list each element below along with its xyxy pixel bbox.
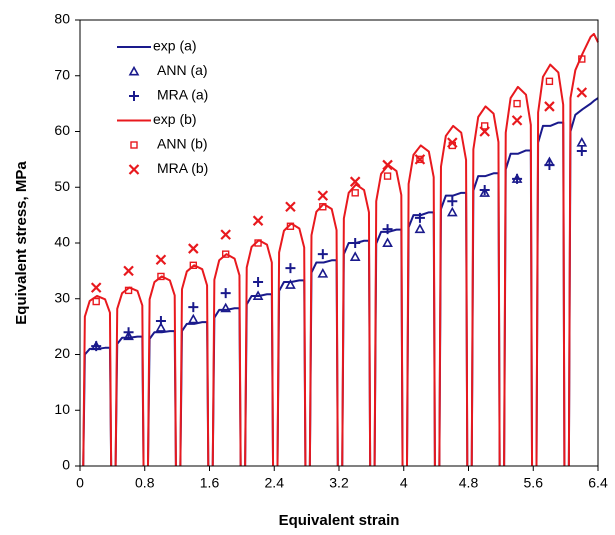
data-point xyxy=(188,243,199,254)
x-tick-label: 6.4 xyxy=(588,475,608,491)
data-point xyxy=(447,196,458,207)
data-point xyxy=(252,215,264,226)
data-point xyxy=(414,212,425,223)
data-point xyxy=(188,302,199,313)
y-tick-label: 70 xyxy=(54,66,70,82)
data-point xyxy=(479,126,490,137)
y-tick-label: 40 xyxy=(54,234,70,250)
y-tick-label: 60 xyxy=(54,122,70,138)
data-point xyxy=(511,115,523,126)
y-tick-label: 50 xyxy=(54,178,70,194)
data-point xyxy=(349,251,361,261)
data-point xyxy=(545,77,554,86)
plot-frame xyxy=(79,19,599,467)
legend-label: exp (a) xyxy=(153,38,197,54)
x-axis-label: Equivalent strain xyxy=(279,512,400,529)
data-point xyxy=(123,265,134,277)
data-point xyxy=(382,237,393,247)
data-point xyxy=(286,222,295,230)
x-tick-label: 1.6 xyxy=(200,475,220,491)
legend-label: MRA (b) xyxy=(157,160,208,176)
data-point xyxy=(576,87,588,98)
data-point xyxy=(479,185,490,196)
data-point xyxy=(350,238,361,248)
data-point xyxy=(285,201,296,213)
data-point xyxy=(319,203,327,211)
data-point xyxy=(123,327,134,338)
y-tick-label: 0 xyxy=(62,457,70,473)
data-point xyxy=(351,189,359,197)
x-tick-label: 5.6 xyxy=(524,475,544,491)
data-point xyxy=(349,176,361,187)
data-point xyxy=(252,290,264,300)
data-point xyxy=(317,190,329,201)
data-point xyxy=(155,322,167,332)
data-point xyxy=(155,254,167,266)
data-point xyxy=(544,159,555,170)
y-tick-label: 80 xyxy=(54,11,70,27)
x-tick-label: 3.2 xyxy=(329,475,349,491)
data-point xyxy=(447,137,458,148)
legend-label: exp (b) xyxy=(153,111,197,127)
data-point xyxy=(382,159,393,171)
y-tick-label: 30 xyxy=(54,289,70,305)
x-tick-label: 0.8 xyxy=(135,475,155,491)
legend-marker xyxy=(128,164,140,175)
legend-marker xyxy=(129,91,139,101)
data-point xyxy=(221,250,230,258)
data-point xyxy=(220,229,231,240)
data-point xyxy=(576,137,588,147)
data-point xyxy=(220,302,232,313)
x-tick-label: 0 xyxy=(76,475,84,491)
data-point xyxy=(285,263,296,274)
data-point xyxy=(414,154,426,165)
legend-label: ANN (a) xyxy=(157,62,208,78)
data-point xyxy=(513,99,521,108)
data-point xyxy=(187,313,199,324)
data-point xyxy=(157,272,165,281)
x-tick-label: 4.8 xyxy=(459,475,479,491)
x-tick-label: 2.4 xyxy=(265,475,285,491)
data-point xyxy=(92,297,100,306)
data-point xyxy=(544,101,555,112)
data-point xyxy=(576,146,587,157)
data-point xyxy=(123,330,134,341)
data-point xyxy=(253,277,264,288)
data-point xyxy=(91,341,102,352)
data-point xyxy=(124,286,133,295)
data-point xyxy=(254,239,262,247)
legend-marker xyxy=(128,65,140,76)
data-point xyxy=(479,187,491,197)
data-point xyxy=(220,288,231,299)
data-point xyxy=(317,268,329,278)
y-axis-label: Equivalent stress, MPa xyxy=(13,161,30,325)
data-point xyxy=(446,206,458,217)
legend-label: ANN (b) xyxy=(157,136,208,152)
data-point xyxy=(155,316,166,327)
data-point xyxy=(90,282,102,293)
data-point xyxy=(416,155,424,164)
data-point xyxy=(578,55,586,63)
data-point xyxy=(317,249,328,260)
data-point xyxy=(285,279,296,289)
y-tick-label: 10 xyxy=(54,401,70,417)
data-point xyxy=(189,261,198,269)
data-point xyxy=(512,173,523,184)
data-point xyxy=(383,172,392,180)
data-point xyxy=(414,223,426,234)
y-tick-label: 20 xyxy=(54,345,70,361)
x-tick-label: 4 xyxy=(400,475,408,491)
data-point xyxy=(480,122,489,130)
legend-label: MRA (a) xyxy=(157,87,208,103)
legend-marker xyxy=(130,141,138,149)
series-line xyxy=(82,97,599,467)
data-point xyxy=(382,224,393,235)
